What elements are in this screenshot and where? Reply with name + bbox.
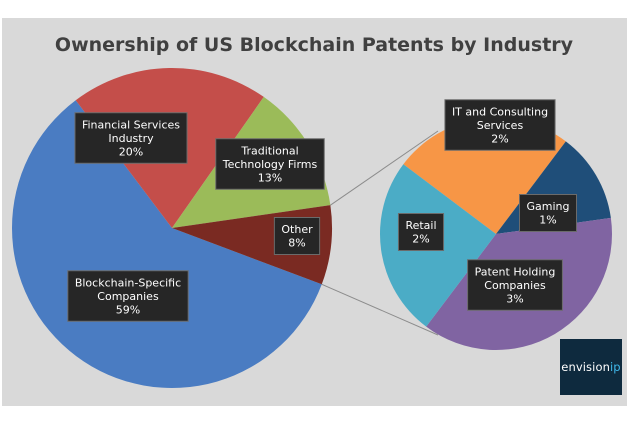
label-box <box>467 259 563 311</box>
data-labels: Blockchain-SpecificCompanies59%Financial… <box>67 99 577 322</box>
label-text: Services <box>477 119 524 132</box>
label-percent: 20% <box>119 145 143 158</box>
label-box <box>273 217 321 255</box>
label-percent: 13% <box>258 171 282 184</box>
connector-line-bottom <box>321 283 439 336</box>
label-percent: 8% <box>288 237 305 250</box>
label-percent: 2% <box>491 132 508 145</box>
label-text: IT and Consulting <box>452 105 548 118</box>
label-box <box>444 99 556 151</box>
connector-line-top <box>330 130 439 206</box>
logo-text: envisionip <box>561 360 621 374</box>
label-text: Retail <box>405 219 436 232</box>
label-text: Blockchain-Specific <box>75 276 181 289</box>
label-text: Traditional <box>240 144 298 157</box>
label-box <box>74 112 188 164</box>
label-text: Patent Holding <box>475 265 556 278</box>
label-box <box>519 194 577 232</box>
label-percent: 59% <box>116 303 140 316</box>
label-text: Financial Services <box>82 118 180 131</box>
label-text: Technology Firms <box>222 158 318 171</box>
label-box <box>215 138 325 190</box>
label-text: Gaming <box>527 200 570 213</box>
label-text: Companies <box>97 290 159 303</box>
label-text: Other <box>281 223 313 236</box>
envisionip-logo: envisionip <box>560 339 622 395</box>
label-percent: 3% <box>506 292 523 305</box>
label-box <box>397 213 445 251</box>
label-text: Industry <box>108 132 154 145</box>
label-percent: 2% <box>412 233 429 246</box>
chart-title: Ownership of US Blockchain Patents by In… <box>55 34 574 56</box>
label-text: Companies <box>484 279 546 292</box>
label-box <box>67 270 189 322</box>
label-percent: 1% <box>539 214 556 227</box>
